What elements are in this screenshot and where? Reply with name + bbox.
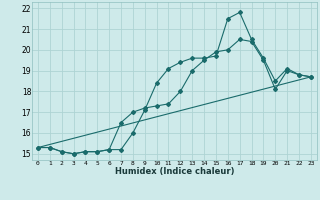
X-axis label: Humidex (Indice chaleur): Humidex (Indice chaleur) xyxy=(115,167,234,176)
